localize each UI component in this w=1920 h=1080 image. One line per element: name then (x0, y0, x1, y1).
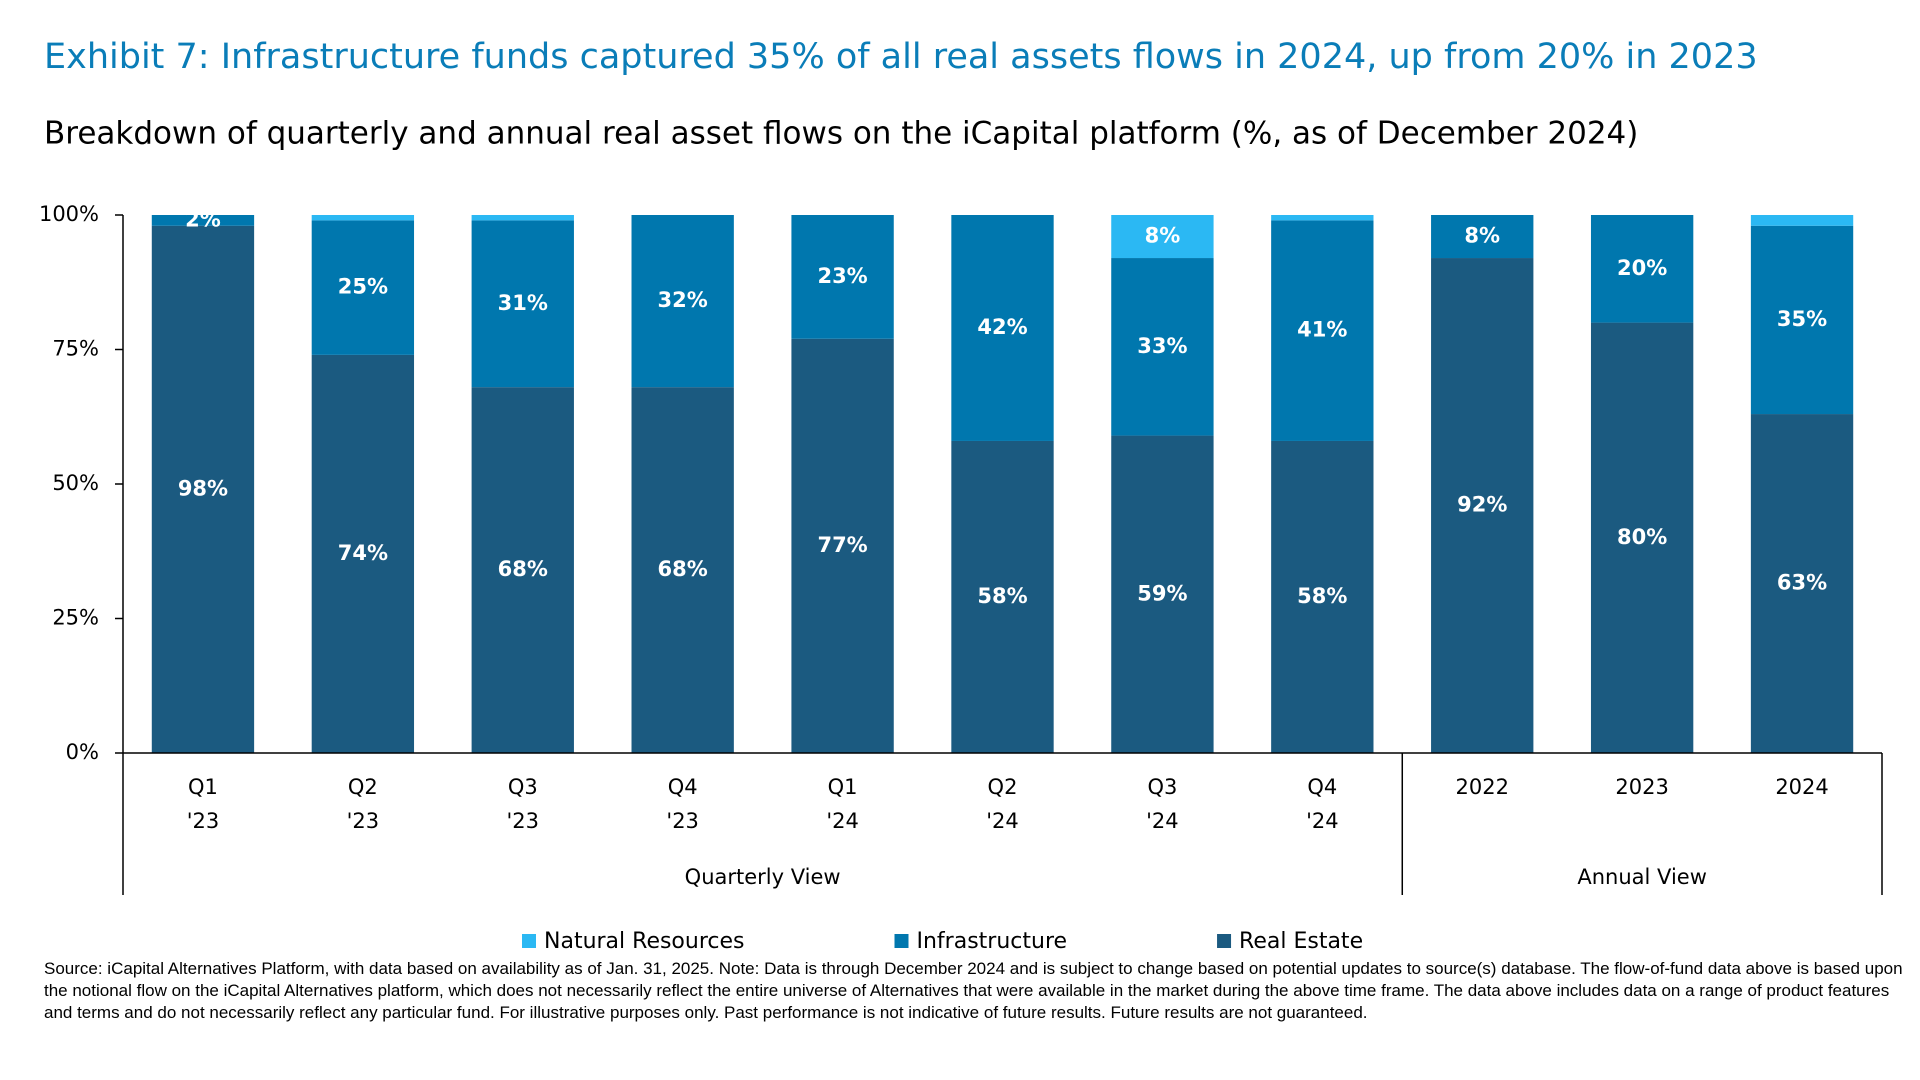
bar-segment (151, 225, 255, 753)
x-tick-label: Q2 (348, 775, 378, 799)
bar-segment (311, 215, 415, 221)
bar-segment (791, 215, 894, 339)
bar-segment (471, 387, 574, 753)
chart: Exhibit 7: Infrastructure funds captured… (39, 37, 1883, 954)
group-label: Quarterly View (685, 865, 841, 889)
bar-segment (1750, 414, 1854, 753)
x-tick-label: Q3 (1147, 775, 1177, 799)
bar-segment (1271, 220, 1374, 441)
x-tick-label: Q3 (508, 775, 538, 799)
x-tick-label: 2023 (1615, 775, 1668, 799)
bar-segment (1111, 435, 1214, 753)
data-label: 74% (338, 541, 388, 565)
x-tick-label: '24 (1306, 809, 1339, 833)
x-tick-label: '23 (507, 809, 540, 833)
bar-segment (1590, 215, 1694, 323)
bar-segment (1590, 322, 1694, 753)
data-label: 77% (817, 533, 867, 557)
x-tick-label: 2024 (1775, 775, 1828, 799)
bar-segment (1431, 215, 1534, 259)
y-tick-label: 50% (52, 471, 99, 495)
x-tick-label: Q2 (988, 775, 1018, 799)
data-label: 25% (338, 275, 388, 299)
group-label: Annual View (1577, 865, 1707, 889)
legend-label: Real Estate (1239, 929, 1363, 954)
bar-segment (471, 220, 574, 388)
x-tick-label: '23 (187, 809, 220, 833)
x-tick-label: Q1 (828, 775, 858, 799)
legend-swatch (522, 934, 536, 948)
data-label: 23% (817, 264, 867, 288)
bar-segment (1271, 440, 1374, 753)
y-tick-label: 0% (66, 740, 99, 764)
data-label: 33% (1137, 334, 1187, 358)
chart-subtitle: Breakdown of quarterly and annual real a… (44, 116, 1638, 152)
legend-swatch (894, 934, 909, 948)
bar-segment (631, 215, 734, 388)
legend-swatch (1217, 934, 1232, 948)
data-label: 92% (1457, 493, 1507, 517)
x-tick-label: '23 (666, 809, 699, 833)
bar-segment (151, 215, 255, 226)
bar-segment (311, 354, 415, 753)
bar-segment (951, 215, 1054, 441)
y-tick-label: 75% (52, 337, 99, 361)
data-label: 35% (1777, 307, 1827, 331)
data-label: 58% (1297, 584, 1347, 608)
source-note: Source: iCapital Alternatives Platform, … (44, 959, 1903, 1022)
data-label: 2% (185, 207, 221, 231)
bar-segment (1750, 215, 1854, 226)
chart-title: Exhibit 7: Infrastructure funds captured… (44, 37, 1758, 77)
data-label: 58% (977, 584, 1027, 608)
bar-segment (631, 387, 734, 753)
x-tick-label: 2022 (1456, 775, 1509, 799)
data-label: 63% (1777, 571, 1827, 595)
data-label: 41% (1297, 318, 1347, 342)
x-tick-label: Q4 (668, 775, 698, 799)
bar-segment (1431, 258, 1534, 753)
data-label: 31% (498, 291, 548, 315)
data-label: 42% (977, 315, 1027, 339)
bar-segment (471, 215, 574, 221)
bar-segment (951, 440, 1054, 753)
data-label: 59% (1137, 581, 1187, 605)
data-label: 8% (1145, 224, 1181, 248)
data-label: 80% (1617, 525, 1667, 549)
data-label: 8% (1464, 224, 1500, 248)
x-tick-label: Q4 (1307, 775, 1337, 799)
x-tick-label: '23 (347, 809, 380, 833)
bar-segment (791, 338, 894, 753)
x-tick-label: '24 (1146, 809, 1179, 833)
y-tick-label: 25% (52, 606, 99, 630)
data-label: 68% (498, 557, 548, 581)
x-tick-label: '24 (986, 809, 1019, 833)
data-label: 68% (658, 557, 708, 581)
x-tick-label: '24 (826, 809, 859, 833)
data-label: 32% (658, 288, 708, 312)
legend-label: Infrastructure (917, 929, 1068, 954)
bar-segment (1271, 215, 1374, 221)
data-label: 98% (178, 476, 228, 500)
bar-segment (1750, 225, 1854, 415)
y-tick-label: 100% (39, 202, 99, 226)
bar-segment (1111, 215, 1214, 259)
x-tick-label: Q1 (188, 775, 218, 799)
legend-label: Natural Resources (544, 929, 745, 954)
bar-segment (1111, 258, 1214, 436)
bar-segment (311, 220, 415, 355)
data-label: 20% (1617, 256, 1667, 280)
